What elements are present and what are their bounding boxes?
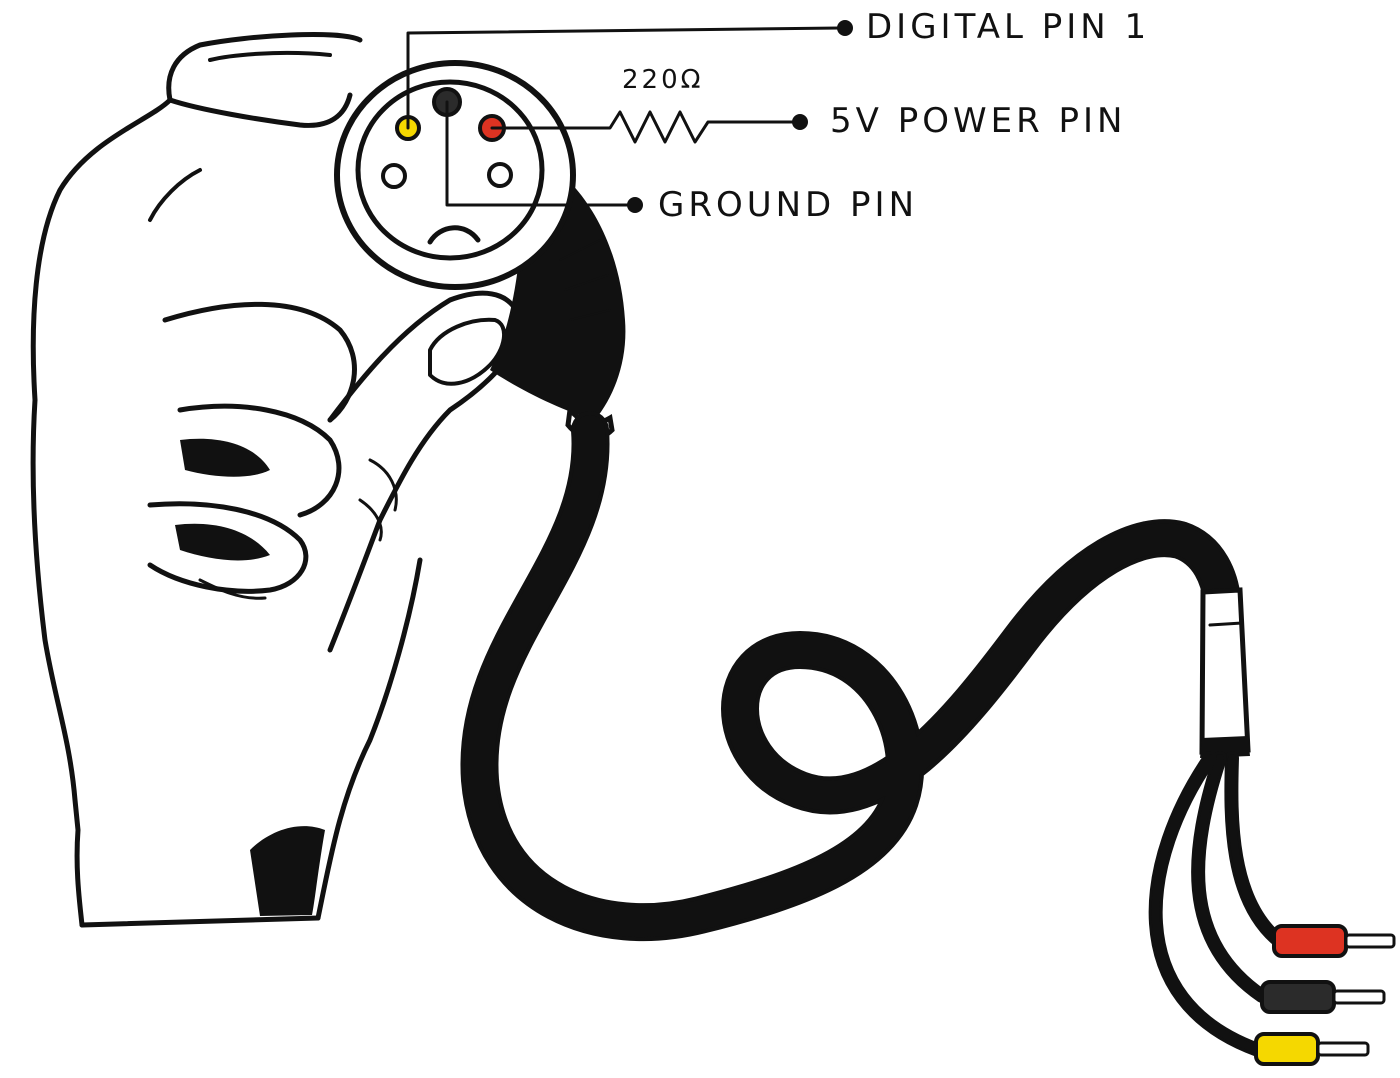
din-connector (334, 60, 626, 441)
black-plug (1260, 980, 1386, 1014)
breakout-wires (1148, 751, 1285, 1057)
yellow-plug (1254, 1032, 1370, 1066)
unused-pin-hole (487, 162, 513, 188)
power-pin-label: 5V POWER PIN (830, 101, 1126, 141)
hand (30, 32, 523, 928)
digital-pin-label: DIGITAL PIN 1 (866, 7, 1150, 47)
unused-pin-hole (381, 163, 407, 189)
leader-lines (406, 20, 853, 213)
plugs (1254, 924, 1396, 1066)
cable (460, 411, 1251, 942)
resistor-label: 220Ω (622, 65, 704, 95)
ground-pin-label: GROUND PIN (658, 185, 918, 225)
red-plug (1272, 924, 1396, 958)
